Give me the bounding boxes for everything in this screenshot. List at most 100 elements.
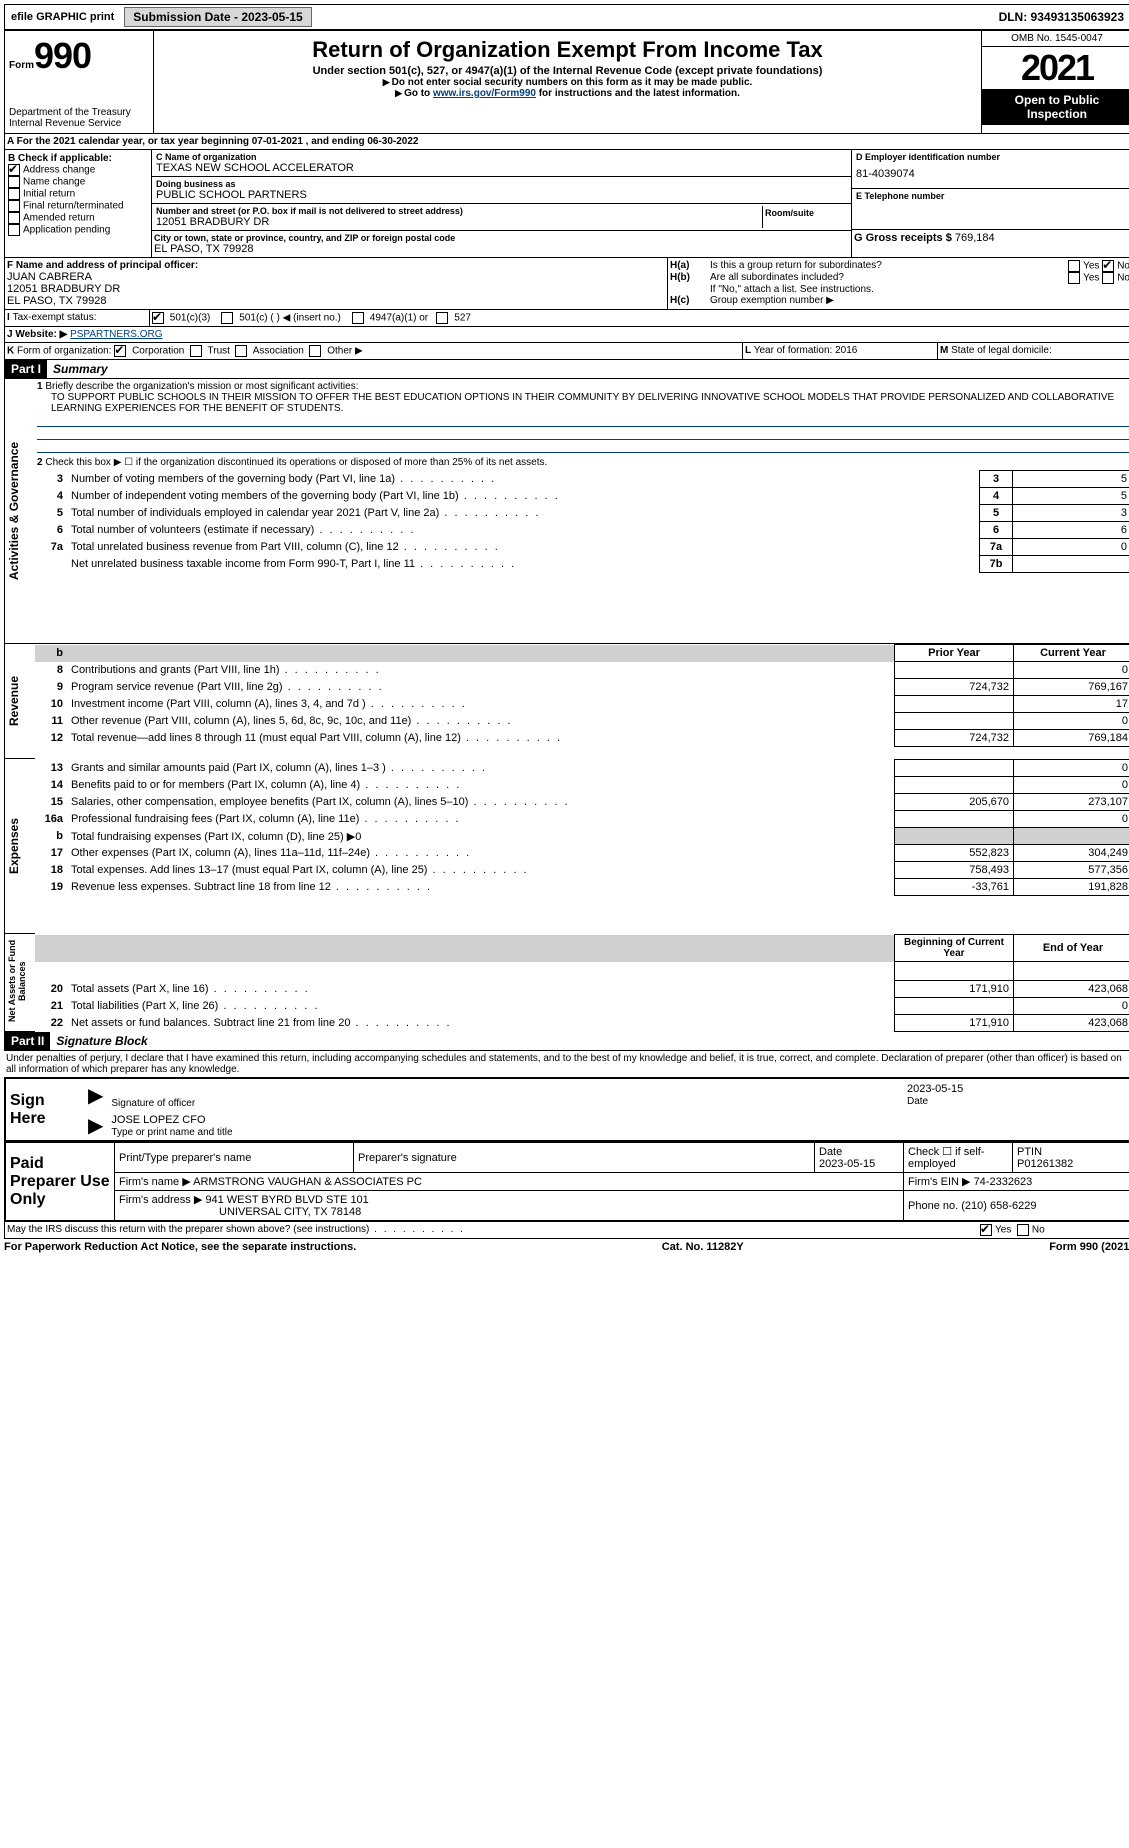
hb-note: If "No," attach a list. See instructions… (670, 284, 1129, 295)
dba-label: Doing business as (156, 179, 847, 189)
chk-other[interactable] (309, 345, 321, 357)
firm-addr1: 941 WEST BYRD BLVD STE 101 (205, 1194, 368, 1206)
submission-date-button[interactable]: Submission Date - 2023-05-15 (124, 7, 311, 27)
netassets-table: Beginning of Current YearEnd of Year20To… (35, 934, 1129, 1032)
ssn-note: Do not enter social security numbers on … (158, 77, 977, 88)
section-j: J Website: ▶ PSPARTNERS.ORG (4, 327, 1129, 343)
governance-table: 3Number of voting members of the governi… (35, 470, 1129, 573)
netassets-block: Net Assets or Fund Balances Beginning of… (4, 934, 1129, 1032)
sig-date: 2023-05-15 (907, 1083, 963, 1095)
officer-print-name: JOSE LOPEZ CFO (111, 1114, 205, 1126)
chk-final[interactable]: Final return/terminated (8, 200, 148, 212)
sign-here-label: Sign Here (5, 1078, 84, 1141)
section-fh: F Name and address of principal officer:… (4, 258, 1129, 310)
omb-number: OMB No. 1545-0047 (982, 31, 1129, 47)
gross-receipts: 769,184 (955, 232, 995, 244)
d-ein-label: D Employer identification number (856, 152, 1128, 162)
b-label: B Check if applicable: (8, 153, 148, 164)
chk-amended[interactable]: Amended return (8, 212, 148, 224)
form-subtitle: Under section 501(c), 527, or 4947(a)(1)… (158, 65, 977, 77)
activities-governance-block: Activities & Governance 1 Briefly descri… (4, 379, 1129, 644)
side-label-gov: Activities & Governance (5, 379, 23, 643)
paperwork-notice: For Paperwork Reduction Act Notice, see … (4, 1241, 356, 1253)
chk-4947[interactable] (352, 312, 364, 324)
street: 12051 BRADBURY DR (156, 216, 762, 228)
revenue-table: bPrior YearCurrent Year8Contributions an… (35, 644, 1129, 747)
efile-label: efile GRAPHIC print (7, 11, 118, 23)
top-bar: efile GRAPHIC print Submission Date - 20… (4, 4, 1129, 30)
open-to-public: Open to Public Inspection (982, 89, 1129, 125)
form-number: Form990 (9, 35, 149, 77)
expenses-block: Expenses 13Grants and similar amounts pa… (4, 759, 1129, 934)
room-label: Room/suite (765, 208, 845, 218)
section-bcdeg: B Check if applicable: Address change Na… (4, 150, 1129, 258)
dba-name: PUBLIC SCHOOL PARTNERS (156, 189, 847, 201)
ptin: P01261382 (1017, 1158, 1073, 1170)
section-klm: K Form of organization: Corporation Trus… (4, 343, 1129, 360)
chk-corp[interactable] (114, 345, 126, 357)
sign-here-block: Sign Here ▶ Signature of officer 2023-05… (4, 1077, 1129, 1142)
hb-label: Are all subordinates included? (710, 272, 1068, 284)
sig-date-label: Date (907, 1096, 928, 1107)
chk-trust[interactable] (190, 345, 202, 357)
firm-ein: 74-2332623 (974, 1176, 1033, 1188)
dept-treasury: Department of the Treasury (9, 107, 149, 118)
ha-label: Is this a group return for subordinates? (710, 260, 1068, 272)
print-name-label: Type or print name and title (111, 1127, 232, 1138)
part-ii-header: Part IISignature Block (4, 1032, 1129, 1051)
firm-addr2: UNIVERSAL CITY, TX 78148 (119, 1206, 361, 1218)
city: EL PASO, TX 79928 (154, 243, 849, 255)
form-ref: Form 990 (2021) (1049, 1241, 1129, 1253)
e-phone-label: E Telephone number (856, 191, 1128, 201)
g-gross-label: G Gross receipts $ (854, 232, 952, 244)
chk-assoc[interactable] (235, 345, 247, 357)
sig-officer-label: Signature of officer (111, 1098, 195, 1109)
chk-address[interactable]: Address change (8, 164, 148, 176)
firm-phone: (210) 658-6229 (961, 1200, 1036, 1212)
form-title: Return of Organization Exempt From Incom… (158, 37, 977, 63)
cat-no: Cat. No. 11282Y (662, 1241, 744, 1253)
chk-discuss-no[interactable] (1017, 1224, 1029, 1236)
firm-name: ARMSTRONG VAUGHAN & ASSOCIATES PC (193, 1176, 422, 1188)
chk-527[interactable] (436, 312, 448, 324)
website-link[interactable]: PSPARTNERS.ORG (70, 329, 162, 340)
mission-text: TO SUPPORT PUBLIC SCHOOLS IN THEIR MISSI… (37, 392, 1129, 414)
side-label-rev: Revenue (5, 644, 23, 758)
line-a: A For the 2021 calendar year, or tax yea… (4, 134, 1129, 150)
c-name-label: C Name of organization (156, 152, 847, 162)
page-footer: For Paperwork Reduction Act Notice, see … (4, 1239, 1129, 1253)
officer-name: JUAN CABRERA (7, 271, 665, 283)
side-label-net: Net Assets or Fund Balances (5, 934, 29, 1028)
officer-street: 12051 BRADBURY DR (7, 283, 665, 295)
form-header: Form990 Department of the Treasury Inter… (4, 30, 1129, 134)
chk-501c3[interactable] (152, 312, 164, 324)
chk-initial[interactable]: Initial return (8, 188, 148, 200)
street-label: Number and street (or P.O. box if mail i… (156, 206, 762, 216)
org-name: TEXAS NEW SCHOOL ACCELERATOR (156, 162, 847, 174)
f-label: F Name and address of principal officer: (7, 260, 665, 271)
mission-label: Briefly describe the organization's miss… (45, 381, 358, 392)
ein: 81-4039074 (856, 162, 1128, 186)
city-label: City or town, state or province, country… (154, 233, 849, 243)
hc-label: Group exemption number ▶ (710, 295, 834, 306)
expenses-table: 13Grants and similar amounts paid (Part … (35, 759, 1129, 896)
section-i: I Tax-exempt status: 501(c)(3) 501(c) ( … (4, 310, 1129, 327)
chk-pending[interactable]: Application pending (8, 224, 148, 236)
paid-preparer-block: Paid Preparer Use Only Print/Type prepar… (4, 1142, 1129, 1222)
chk-discuss-yes[interactable] (980, 1224, 992, 1236)
dln-label: DLN: 93493135063923 (999, 10, 1129, 24)
line2: Check this box ▶ ☐ if the organization d… (45, 457, 547, 468)
irs-link[interactable]: www.irs.gov/Form990 (433, 88, 536, 99)
side-label-exp: Expenses (5, 759, 23, 933)
tax-year: 2021 (982, 47, 1129, 89)
may-irs-discuss: May the IRS discuss this return with the… (4, 1222, 1129, 1239)
perjury-declaration: Under penalties of perjury, I declare th… (4, 1051, 1129, 1077)
chk-name[interactable]: Name change (8, 176, 148, 188)
goto-note: Go to www.irs.gov/Form990 for instructio… (158, 88, 977, 99)
dept-irs: Internal Revenue Service (9, 118, 149, 129)
officer-city: EL PASO, TX 79928 (7, 295, 665, 307)
paid-preparer-label: Paid Preparer Use Only (5, 1143, 115, 1222)
part-i-header: Part ISummary (4, 360, 1129, 379)
revenue-block: Revenue bPrior YearCurrent Year8Contribu… (4, 644, 1129, 759)
chk-501c[interactable] (221, 312, 233, 324)
